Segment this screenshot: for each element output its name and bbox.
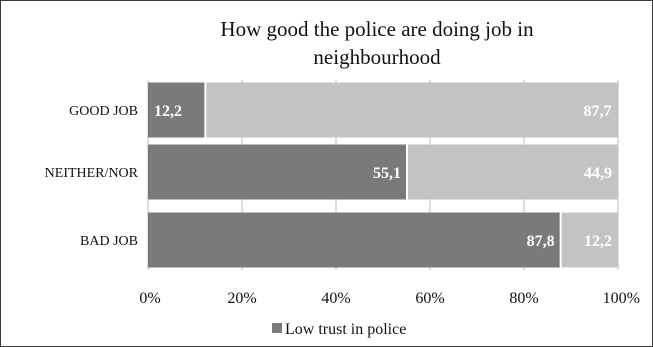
chart-title-line-1: How good the police are doing job in [220,17,534,41]
bars: 12,2 87,7 55,1 44,9 87,8 12,2 [148,82,618,268]
x-tick-label: 60% [415,290,444,307]
legend: Low trust in police [272,321,406,338]
x-tick-label: 20% [227,290,256,307]
x-tick-labels: 0% 20% 40% 60% 80% 100% [139,290,640,307]
category-label: GOOD JOB [69,104,138,119]
bar-segment [148,212,561,268]
bar-segment [205,82,618,138]
chart-title-line-2: neighbourhood [313,45,441,69]
data-label: 87,8 [527,233,555,250]
data-label: 12,2 [584,233,612,250]
legend-label: Low trust in police [285,321,406,338]
x-tick-label: 80% [509,290,538,307]
legend-swatch [272,323,282,333]
x-tick-label: 100% [603,290,640,307]
x-tick-label: 0% [139,290,160,307]
data-label: 55,1 [373,165,401,182]
bar-segment [148,144,407,200]
category-label: NEITHER/NOR [45,166,139,181]
data-label: 44,9 [584,165,612,182]
bar-segment [406,144,618,200]
x-tick-label: 40% [321,290,350,307]
category-labels: GOOD JOB NEITHER/NOR BAD JOB [45,104,139,249]
data-label: 87,7 [584,103,612,120]
data-label: 12,2 [154,103,182,120]
bar-segment [148,82,206,138]
bar-segment [560,212,618,268]
category-label: BAD JOB [80,234,138,249]
